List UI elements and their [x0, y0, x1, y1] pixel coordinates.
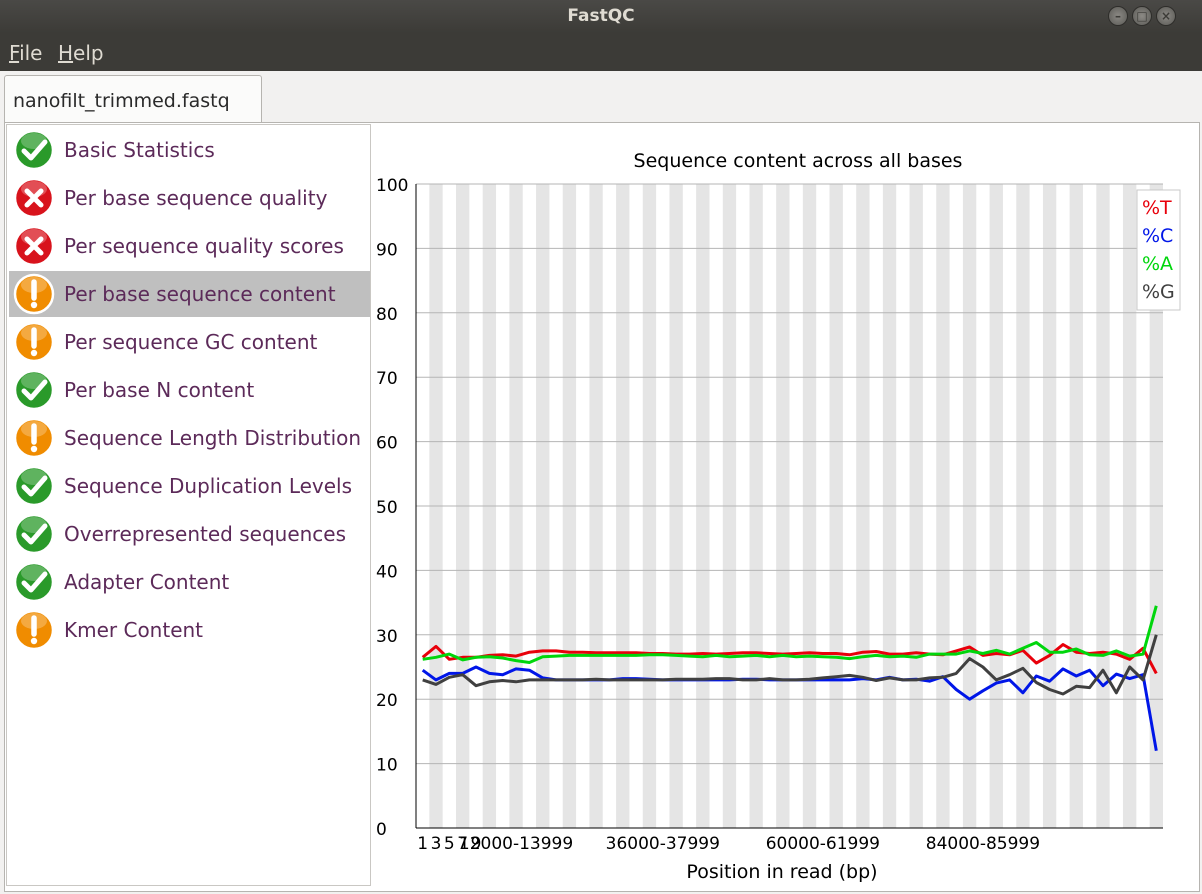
x-tick-label: 7	[457, 834, 468, 854]
chart-legend: %T %C %A %G	[1136, 189, 1181, 311]
module-label: Adapter Content	[64, 570, 230, 594]
chart-title: Sequence content across all bases	[634, 150, 963, 172]
module-item[interactable]: Per sequence GC content	[9, 319, 370, 365]
x-tick-label: 12000-13999	[459, 834, 573, 854]
module-label: Kmer Content	[64, 618, 204, 642]
x-tick-label: 84000-85999	[926, 834, 1040, 854]
series-line	[422, 634, 1158, 696]
y-tick-label: 50	[376, 498, 398, 518]
y-tick-label: 30	[376, 627, 398, 647]
check-circle-icon	[13, 369, 55, 411]
module-item[interactable]: Sequence Duplication Levels	[9, 463, 370, 509]
chart-gridlines	[416, 183, 1163, 765]
x-tick-label: 3	[431, 834, 442, 854]
menu-help[interactable]: Help	[58, 41, 104, 65]
menu-file[interactable]: File	[9, 41, 43, 65]
y-tick-label: 70	[376, 369, 398, 389]
legend-entry: %T	[1142, 197, 1172, 219]
module-label: Per sequence quality scores	[64, 234, 344, 258]
module-item[interactable]: Per base sequence quality	[9, 175, 370, 221]
window-title: FastQC	[567, 6, 635, 26]
module-label: Sequence Length Distribution	[64, 426, 362, 450]
x-axis-label: Position in read (bp)	[686, 861, 877, 883]
y-tick-labels: 0 10 20 30 40 50 60 70 80 90 100	[376, 176, 408, 840]
y-tick-label: 100	[376, 176, 408, 196]
y-tick-label: 80	[376, 305, 398, 325]
chart-series	[421, 605, 1158, 751]
y-tick-label: 0	[376, 820, 387, 840]
legend-entry: %G	[1142, 281, 1175, 303]
tab-bar: nanofilt_trimmed.fastq	[0, 71, 1202, 123]
module-label: Per base sequence quality	[64, 186, 328, 210]
menu-bar: File Help	[0, 33, 1202, 71]
module-item[interactable]: Per sequence quality scores	[9, 223, 370, 269]
check-circle-icon	[13, 129, 55, 171]
module-item[interactable]: Sequence Length Distribution	[9, 415, 370, 461]
warning-circle-icon	[13, 417, 55, 459]
module-label: Basic Statistics	[64, 138, 215, 162]
module-item[interactable]: Overrepresented sequences	[9, 511, 370, 557]
module-item[interactable]: Basic Statistics	[9, 127, 370, 173]
y-tick-label: 20	[376, 691, 398, 711]
y-tick-label: 60	[376, 434, 398, 454]
module-label: Overrepresented sequences	[64, 522, 347, 546]
window-titlebar: FastQC – □ ×	[0, 0, 1202, 33]
x-tick-label: 36000-37999	[606, 834, 720, 854]
check-circle-icon	[13, 513, 55, 555]
cross-circle-icon	[13, 225, 55, 267]
x-tick-label: 60000-61999	[766, 834, 880, 854]
y-tick-label: 10	[376, 756, 398, 776]
legend-box	[1136, 189, 1181, 311]
legend-entry: %A	[1142, 253, 1173, 275]
tab-file[interactable]: nanofilt_trimmed.fastq	[4, 75, 262, 122]
y-tick-label: 90	[376, 240, 398, 260]
x-tick-label: 5	[444, 834, 455, 854]
check-circle-icon	[13, 561, 55, 603]
warning-circle-icon	[13, 321, 55, 363]
module-item[interactable]: Per base N content	[9, 367, 370, 413]
x-tick-label: 1	[417, 834, 428, 854]
y-tick-label: 40	[376, 562, 398, 582]
module-item[interactable]: Kmer Content	[9, 607, 370, 653]
check-circle-icon	[13, 465, 55, 507]
series-line	[422, 605, 1158, 664]
module-list: Basic Statistics Per base sequence qualit…	[6, 124, 371, 886]
module-label: Per base N content	[64, 378, 255, 402]
warning-circle-icon	[13, 609, 55, 651]
close-icon[interactable]: ×	[1156, 6, 1176, 26]
module-item[interactable]: Per base sequence content	[9, 271, 370, 317]
cross-circle-icon	[13, 177, 55, 219]
module-item[interactable]: Adapter Content	[9, 559, 370, 605]
series-line	[421, 643, 1158, 675]
legend-entry: %C	[1142, 225, 1173, 247]
warning-circle-icon	[13, 273, 55, 315]
minimize-icon[interactable]: –	[1108, 6, 1128, 26]
module-label: Per sequence GC content	[64, 330, 318, 354]
module-label: Sequence Duplication Levels	[64, 474, 353, 498]
module-label: Per base sequence content	[64, 282, 336, 306]
tab-label: nanofilt_trimmed.fastq	[13, 90, 230, 112]
maximize-icon[interactable]: □	[1132, 6, 1152, 26]
x-tick-label: 9	[471, 834, 482, 854]
